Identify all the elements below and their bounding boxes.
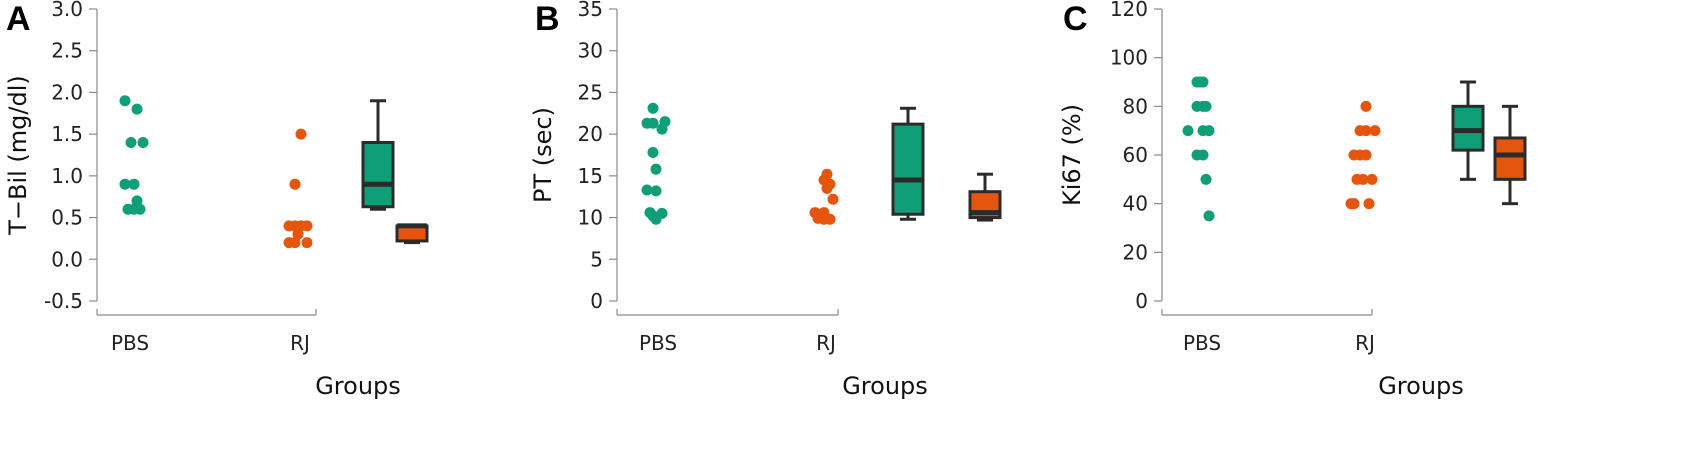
data-point [131, 103, 143, 115]
y-tick-label: 25 [578, 80, 603, 104]
data-point [650, 163, 662, 175]
data-point [827, 193, 839, 205]
data-point [137, 136, 149, 148]
series-rj [809, 168, 1002, 225]
y-tick-label: -0.5 [44, 289, 83, 313]
data-point [647, 102, 659, 114]
data-point [119, 178, 131, 190]
data-point [128, 178, 140, 190]
y-tick-label: 60 [1123, 143, 1148, 167]
x-tick-label: PBS [1183, 331, 1221, 355]
y-tick-label: 100 [1110, 46, 1148, 70]
data-point [292, 228, 304, 240]
y-tick-label: 0 [1135, 289, 1148, 313]
series-rj [283, 128, 429, 249]
data-point [824, 213, 836, 225]
box-iqr [1493, 136, 1527, 181]
data-point [647, 146, 659, 158]
data-point [301, 237, 313, 249]
data-point [295, 128, 307, 140]
y-tick-label: 80 [1123, 94, 1148, 118]
data-point [1197, 76, 1209, 88]
x-tick-label: RJ [290, 331, 310, 355]
data-point [821, 182, 833, 194]
data-point [119, 95, 131, 107]
data-point [1348, 198, 1360, 210]
y-axis-title: PT (sec) [529, 107, 557, 203]
x-tick-label: PBS [639, 331, 677, 355]
y-tick-label: 2.0 [51, 80, 83, 104]
data-point [289, 237, 301, 249]
data-point [125, 136, 137, 148]
data-point [1182, 125, 1194, 137]
y-tick-label: 10 [578, 206, 603, 230]
data-point [641, 184, 653, 196]
x-tick-label: RJ [816, 331, 836, 355]
x-axis-title: Groups [1378, 372, 1464, 400]
y-tick-label: 1.5 [51, 122, 83, 146]
panel-letter: C [1063, 0, 1088, 38]
y-tick-label: 20 [1123, 240, 1148, 264]
data-point [1357, 173, 1369, 185]
panel-letter: B [535, 0, 560, 38]
box-iqr [361, 140, 395, 209]
y-axis-title: T−Bil (mg/dl) [4, 75, 32, 236]
series-pbs [1182, 76, 1485, 222]
panel-letter: A [6, 0, 31, 38]
series-pbs [641, 102, 925, 225]
y-tick-label: 20 [578, 122, 603, 146]
data-point [131, 195, 143, 207]
chart-panel-a: A -0.5 0.0 0.5 1.0 1.5 2.0 2.5 3.0 T−Bil (mg/dl) P… [4, 0, 429, 400]
data-point [650, 185, 662, 197]
series-rj [1345, 100, 1527, 210]
data-point [656, 123, 668, 135]
data-point [1366, 173, 1378, 185]
data-point [1369, 125, 1381, 137]
y-tick-label: 0 [590, 289, 603, 313]
data-point [1203, 210, 1215, 222]
series-pbs [119, 95, 395, 215]
data-point [650, 213, 662, 225]
y-tick-label: 0.0 [51, 247, 83, 271]
data-point [1200, 173, 1212, 185]
data-point [647, 117, 659, 129]
x-tick-label: PBS [111, 331, 149, 355]
y-tick-label: 5 [590, 247, 603, 271]
data-point [1360, 149, 1372, 161]
x-axis-title: Groups [315, 372, 401, 400]
data-point [1203, 125, 1215, 137]
y-tick-label: 30 [578, 39, 603, 63]
data-point [301, 220, 313, 232]
data-point [1360, 100, 1372, 112]
y-tick-label: 1.0 [51, 164, 83, 188]
y-tick-label: 0.5 [51, 206, 83, 230]
data-point [134, 203, 146, 215]
y-tick-label: 3.0 [51, 0, 83, 21]
box-iqr [891, 122, 925, 216]
y-axis-title: Ki67 (%) [1058, 104, 1086, 206]
y-tick-label: 120 [1110, 0, 1148, 21]
data-point [1363, 198, 1375, 210]
data-point [1360, 125, 1372, 137]
y-tick-label: 40 [1123, 192, 1148, 216]
y-tick-label: 15 [578, 164, 603, 188]
data-point [1197, 149, 1209, 161]
data-point [1200, 100, 1212, 112]
data-point [289, 178, 301, 190]
y-tick-label: 35 [578, 0, 603, 21]
x-axis-title: Groups [842, 372, 928, 400]
x-tick-label: RJ [1355, 331, 1375, 355]
y-tick-label: 2.5 [51, 39, 83, 63]
